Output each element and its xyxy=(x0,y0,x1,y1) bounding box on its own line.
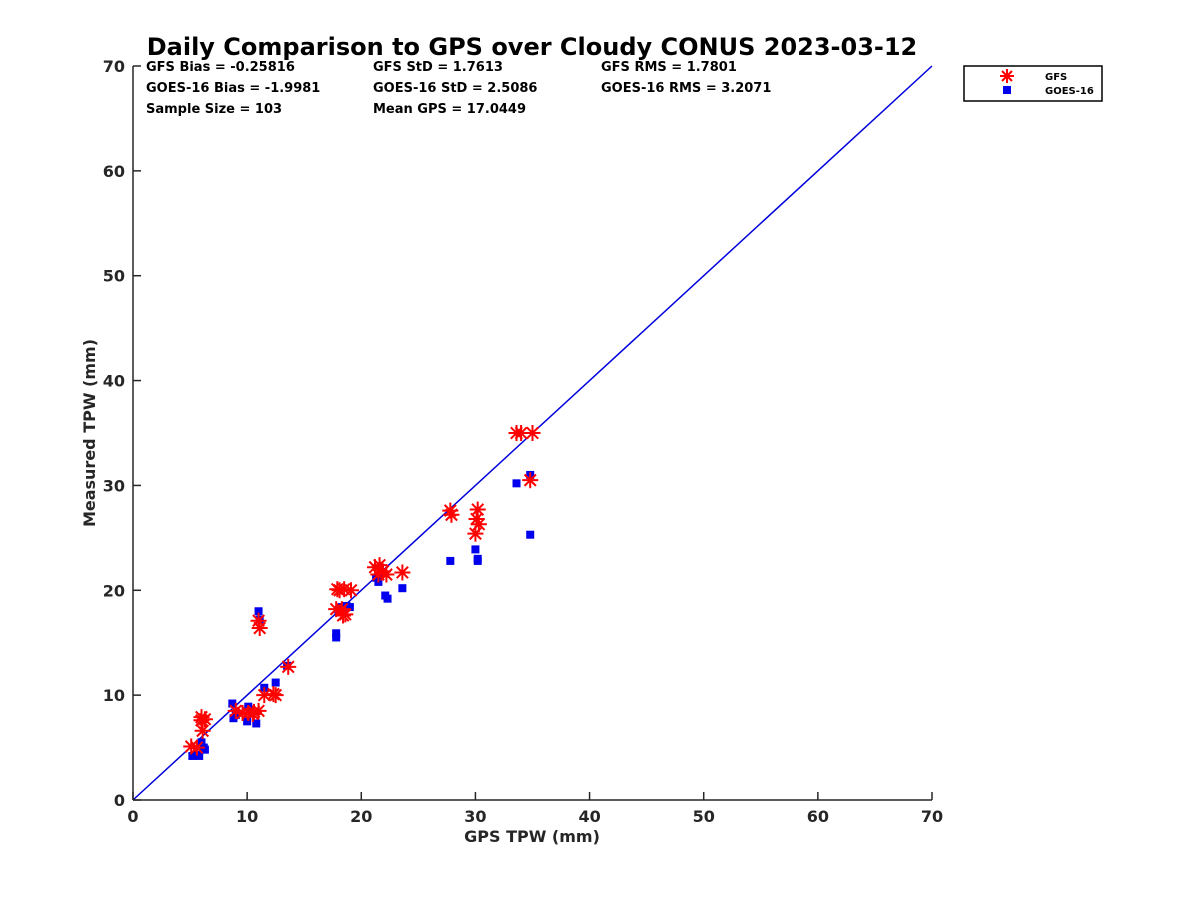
gfs-point-41 xyxy=(524,425,541,441)
x-tick-label-1: 10 xyxy=(236,807,258,826)
y-tick-label-7: 70 xyxy=(103,57,125,76)
x-tick-label-0: 0 xyxy=(127,807,138,826)
goes16-point-33 xyxy=(512,479,521,488)
goes16-point-32 xyxy=(473,554,482,563)
gfs-point-17 xyxy=(280,658,297,675)
legend-marker-goes16 xyxy=(1003,86,1011,94)
goes16-point-0 xyxy=(188,751,197,760)
goes16-point-18 xyxy=(332,629,341,638)
gfs-point-11 xyxy=(244,706,261,723)
x-tick-label-3: 30 xyxy=(464,807,486,826)
stat-goes16-rms: GOES-16 RMS = 3.2071 xyxy=(601,81,771,96)
goes16-point-22 xyxy=(345,603,354,612)
gfs-point-25 xyxy=(333,601,350,618)
legend: GFS GOES-16 xyxy=(963,65,1103,102)
axes: 0 10 20 30 40 50 60 70 0 10 20 30 40 50 60 70 xyxy=(103,57,943,826)
gfs-point-40 xyxy=(522,472,539,489)
goes16-point-17 xyxy=(332,633,341,642)
goes16-point-11 xyxy=(252,719,261,728)
y-tick-label-3: 30 xyxy=(103,476,125,495)
gfs-point-37 xyxy=(470,516,487,533)
stat-goes16-bias: GOES-16 Bias = -1.9981 xyxy=(146,81,320,96)
x-tick-label-5: 50 xyxy=(693,807,715,826)
y-tick-label-5: 50 xyxy=(103,267,125,286)
y-tick-label-1: 10 xyxy=(103,686,125,705)
gfs-point-36 xyxy=(469,501,486,518)
gfs-point-30 xyxy=(378,566,395,583)
goes16-point-2 xyxy=(195,751,204,760)
x-tick-label-4: 40 xyxy=(578,807,600,826)
stats-panel: GFS Bias = -0.25816 GFS StD = 1.7613 GFS… xyxy=(146,60,771,117)
series-layer xyxy=(132,65,933,801)
stat-gfs-bias: GFS Bias = -0.25816 xyxy=(146,60,295,75)
stat-sample-size: Sample Size = 103 xyxy=(146,102,282,117)
stat-gfs-std: GFS StD = 1.7613 xyxy=(373,60,503,75)
gfs-point-33 xyxy=(443,506,460,523)
goes16-point-29 xyxy=(446,556,455,565)
goes16-point-15 xyxy=(271,678,280,687)
stat-gfs-rms: GFS RMS = 1.7801 xyxy=(601,60,737,75)
gfs-point-3 xyxy=(194,722,211,739)
x-axis-label: GPS TPW (mm) xyxy=(464,827,600,846)
chart-title: Daily Comparison to GPS over Cloudy CONU… xyxy=(147,33,918,61)
x-tick-label-2: 20 xyxy=(350,807,372,826)
legend-marker-gfs xyxy=(1000,69,1014,83)
x-tick-label-6: 60 xyxy=(807,807,829,826)
stat-goes16-std: GOES-16 StD = 2.5086 xyxy=(373,81,537,96)
gfs-point-13 xyxy=(251,620,268,637)
gfs-point-1 xyxy=(188,739,205,756)
goes16-point-5 xyxy=(200,745,209,754)
stat-mean-gps: Mean GPS = 17.0449 xyxy=(373,102,526,117)
legend-label-goes16: GOES-16 xyxy=(1045,86,1094,97)
y-tick-label-4: 40 xyxy=(103,372,125,391)
y-tick-label-0: 0 xyxy=(114,791,125,810)
goes16-point-35 xyxy=(526,530,535,539)
y-axis-label: Measured TPW (mm) xyxy=(80,339,99,527)
x-tick-label-7: 70 xyxy=(921,807,943,826)
goes16-point-30 xyxy=(471,545,480,554)
goes16-point-9 xyxy=(243,717,252,726)
y-tick-label-6: 60 xyxy=(103,162,125,181)
goes16-point-12 xyxy=(254,607,263,616)
goes16-point-27 xyxy=(383,594,392,603)
gfs-point-5 xyxy=(193,709,210,726)
gfs-point-16 xyxy=(267,687,284,704)
legend-label-gfs: GFS xyxy=(1045,72,1067,83)
goes16-point-28 xyxy=(398,584,407,593)
y-tick-label-2: 20 xyxy=(103,581,125,600)
goes16-point-6 xyxy=(228,699,237,708)
legend-box xyxy=(963,65,1103,102)
gfs-point-24 xyxy=(343,582,360,599)
gfs-point-31 xyxy=(394,564,411,581)
